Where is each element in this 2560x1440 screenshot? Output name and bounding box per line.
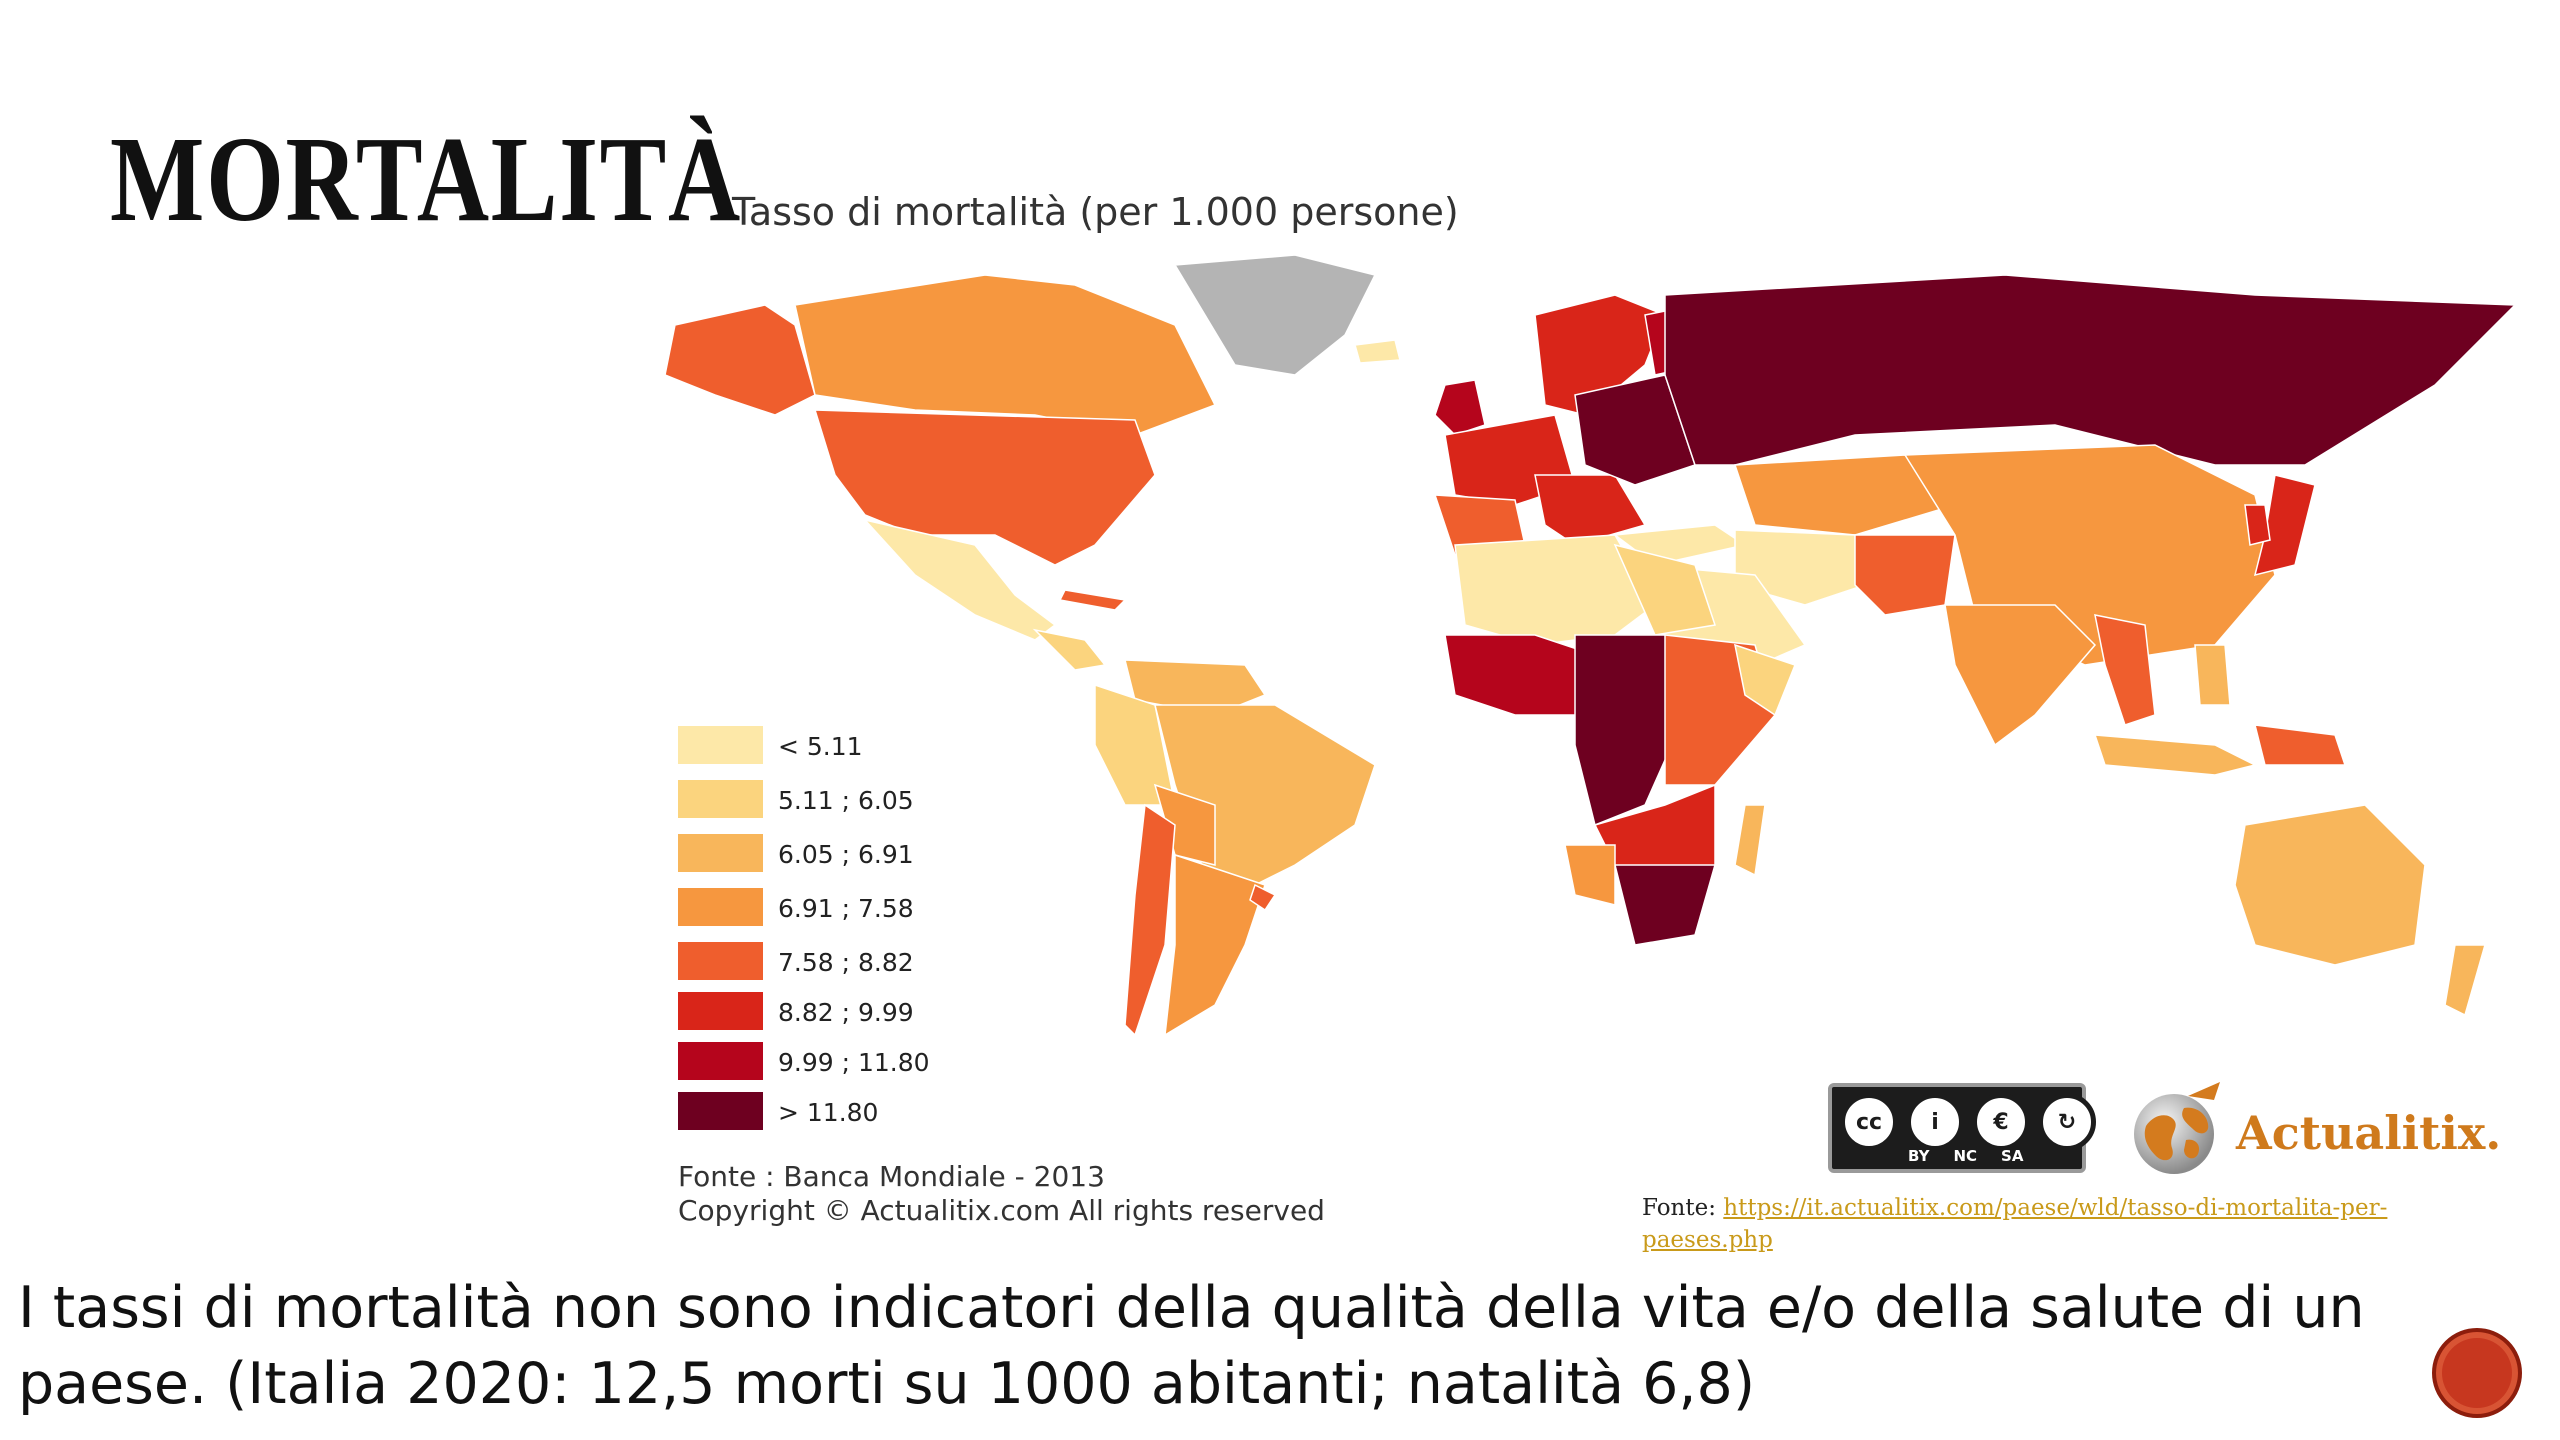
cc-label-sa: SA	[2001, 1147, 2024, 1165]
cc-label-nc: NC	[1953, 1147, 1978, 1165]
legend-row-8: > 11.80	[678, 1092, 978, 1132]
region-indonesia	[2093, 734, 2258, 776]
legend-label-3: 6.05 ; 6.91	[778, 840, 914, 869]
source-link[interactable]: https://it.actualitix.com/paese/wld/tass…	[1642, 1195, 2388, 1253]
region-usa	[813, 409, 1156, 566]
source-credit: Fonte: https://it.actualitix.com/paese/w…	[1642, 1192, 2472, 1256]
legend-row-6: 8.82 ; 9.99	[678, 992, 978, 1032]
region-iceland	[1354, 339, 1401, 364]
brand-name: Actualitix.	[2236, 1106, 2501, 1160]
legend-label-2: 5.11 ; 6.05	[778, 786, 914, 815]
legend-swatch-3	[678, 834, 763, 872]
region-horn-of-africa	[1734, 643, 1796, 717]
region-kazakhstan	[1733, 454, 1957, 536]
region-india	[1944, 604, 2097, 747]
region-korea	[2244, 504, 2271, 546]
region-madagascar	[1734, 804, 1766, 877]
slide-nav-button[interactable]	[2432, 1328, 2522, 1418]
region-uruguay	[1249, 883, 1277, 912]
legend-swatch-2	[678, 780, 763, 818]
region-central-america	[1032, 628, 1107, 671]
region-myanmar-se-asia	[2094, 614, 2156, 726]
actualitix-logo: Actualitix.	[2128, 1066, 2501, 1186]
legend-swatch-4	[678, 888, 763, 926]
map-source-line: Fonte : Banca Mondiale - 2013	[678, 1160, 1105, 1193]
legend-swatch-1	[678, 726, 763, 764]
legend-swatch-8	[678, 1092, 763, 1130]
region-alaska	[664, 304, 816, 416]
legend-label-5: 7.58 ; 8.82	[778, 948, 914, 977]
legend-swatch-7	[678, 1042, 763, 1080]
brand-name-text: Actualitix	[2236, 1106, 2486, 1160]
region-argentina	[1164, 853, 1266, 1037]
cc-icon: cc	[1840, 1093, 1898, 1151]
legend-row-2: 5.11 ; 6.05	[678, 780, 978, 820]
region-scandinavia	[1534, 294, 1666, 416]
region-afghanistan-pakistan	[1854, 534, 1956, 616]
region-australia	[2234, 804, 2426, 966]
sharealike-icon: ↻	[2038, 1093, 2096, 1151]
noncommercial-icon: €	[1972, 1093, 2030, 1151]
legend-label-6: 8.82 ; 9.99	[778, 998, 914, 1027]
slide-title: MORTALITÀ	[110, 112, 742, 247]
region-uk-ireland	[1434, 379, 1486, 436]
region-egypt-libya	[1613, 543, 1716, 636]
legend-swatch-5	[678, 942, 763, 980]
region-philippines	[2194, 644, 2231, 706]
legend-swatch-6	[678, 992, 763, 1030]
region-south-africa	[1614, 864, 1716, 946]
brand-dot: .	[2485, 1106, 2502, 1160]
region-eastern-europe	[1574, 374, 1696, 486]
legend-label-4: 6.91 ; 7.58	[778, 894, 914, 923]
legend-label-7: 9.99 ; 11.80	[778, 1048, 930, 1077]
cc-label-by: BY	[1908, 1147, 1930, 1165]
legend-row-7: 9.99 ; 11.80	[678, 1042, 978, 1082]
region-canada	[794, 274, 1217, 436]
globe-icon	[2134, 1082, 2220, 1174]
source-credit-label: Fonte:	[1642, 1195, 1716, 1221]
legend-row-1: < 5.11	[678, 726, 978, 766]
slide-body-text: I tassi di mortalità non sono indicatori…	[18, 1275, 2365, 1417]
region-new-zealand	[2444, 944, 2486, 1017]
attribution-icon: i	[1906, 1093, 1964, 1151]
legend-row-3: 6.05 ; 6.91	[678, 834, 978, 874]
legend-row-5: 7.58 ; 8.82	[678, 942, 978, 982]
region-namibia	[1564, 844, 1616, 906]
region-colombia-peru	[1094, 683, 1176, 806]
map-source: Fonte : Banca Mondiale - 2013 Copyright …	[678, 1160, 1325, 1228]
creative-commons-badge: cc i € ↻ BY NC SA	[1828, 1083, 2096, 1173]
region-chile	[1124, 803, 1176, 1037]
legend-label-8: > 11.80	[778, 1098, 879, 1127]
map-title: Tasso di mortalità (per 1.000 persone)	[732, 190, 1459, 234]
world-mortality-map	[664, 254, 2517, 1037]
legend-row-4: 6.91 ; 7.58	[678, 888, 978, 928]
region-cuba	[1058, 589, 1127, 611]
map-copyright-line: Copyright © Actualitix.com All rights re…	[678, 1194, 1325, 1227]
region-west-africa	[1444, 634, 1596, 716]
region-greenland	[1173, 254, 1377, 376]
legend-label-1: < 5.11	[778, 732, 863, 761]
region-russia	[1664, 274, 2517, 466]
region-papua	[2254, 724, 2347, 766]
